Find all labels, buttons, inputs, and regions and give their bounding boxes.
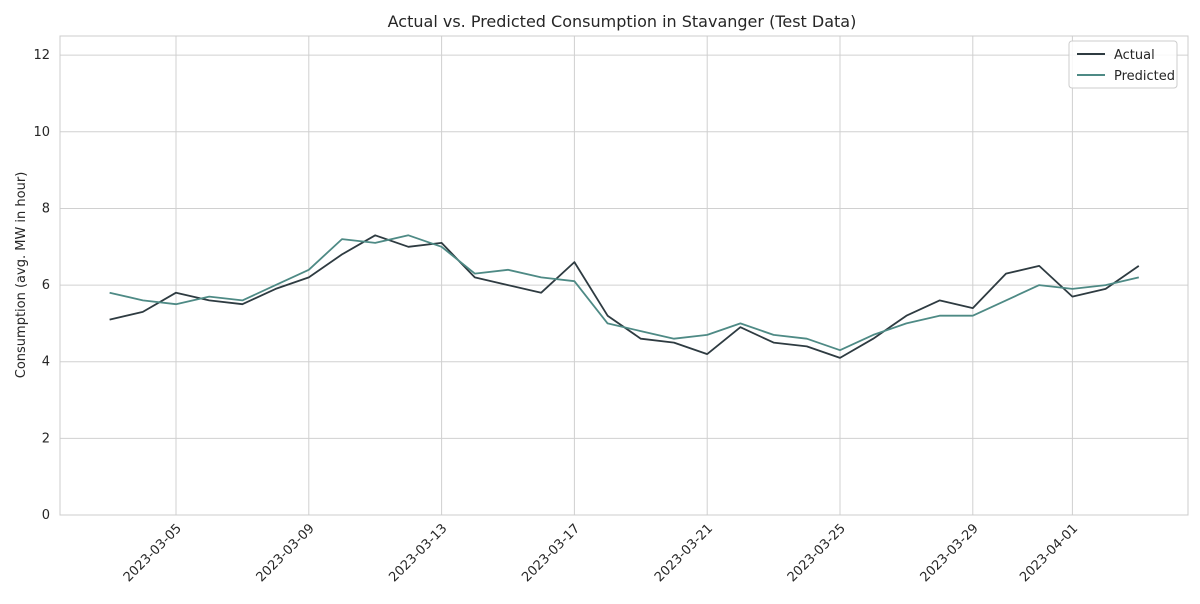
x-tick-label: 2023-03-13 bbox=[386, 521, 450, 585]
y-tick-label: 0 bbox=[42, 508, 50, 523]
plot-frame bbox=[59, 35, 1189, 516]
x-tick-label: 2023-03-09 bbox=[254, 521, 318, 585]
y-tick-label: 2 bbox=[42, 431, 50, 446]
x-tick-label: 2023-04-01 bbox=[1017, 521, 1081, 585]
series-line-predicted bbox=[109, 234, 1140, 352]
legend: Actual Predicted bbox=[1068, 40, 1178, 89]
y-tick-label: 10 bbox=[33, 125, 50, 140]
tick-layer: 0 2 4 6 8 10 12 2023-03-05 2023-03-09 2023-03-13 2… bbox=[33, 48, 1081, 585]
y-axis-label: Consumption (avg. MW in hour) bbox=[14, 172, 29, 379]
legend-label-actual: Actual bbox=[1114, 48, 1155, 63]
grid-layer bbox=[60, 36, 1188, 516]
x-tick-label: 2023-03-17 bbox=[519, 521, 583, 585]
x-tick-label: 2023-03-21 bbox=[652, 521, 716, 585]
chart-title: Actual vs. Predicted Consumption in Stav… bbox=[388, 12, 857, 31]
x-tick-label: 2023-03-25 bbox=[785, 521, 849, 585]
series-layer bbox=[109, 234, 1140, 359]
legend-label-predicted: Predicted bbox=[1114, 69, 1175, 84]
x-tick-label: 2023-03-05 bbox=[121, 521, 185, 585]
y-tick-label: 6 bbox=[42, 278, 50, 293]
y-tick-label: 12 bbox=[33, 48, 50, 63]
y-tick-label: 4 bbox=[42, 355, 50, 370]
legend-box bbox=[1068, 40, 1178, 89]
y-tick-label: 8 bbox=[42, 201, 50, 216]
series-line-actual bbox=[109, 234, 1140, 359]
x-tick-label: 2023-03-29 bbox=[918, 521, 982, 585]
